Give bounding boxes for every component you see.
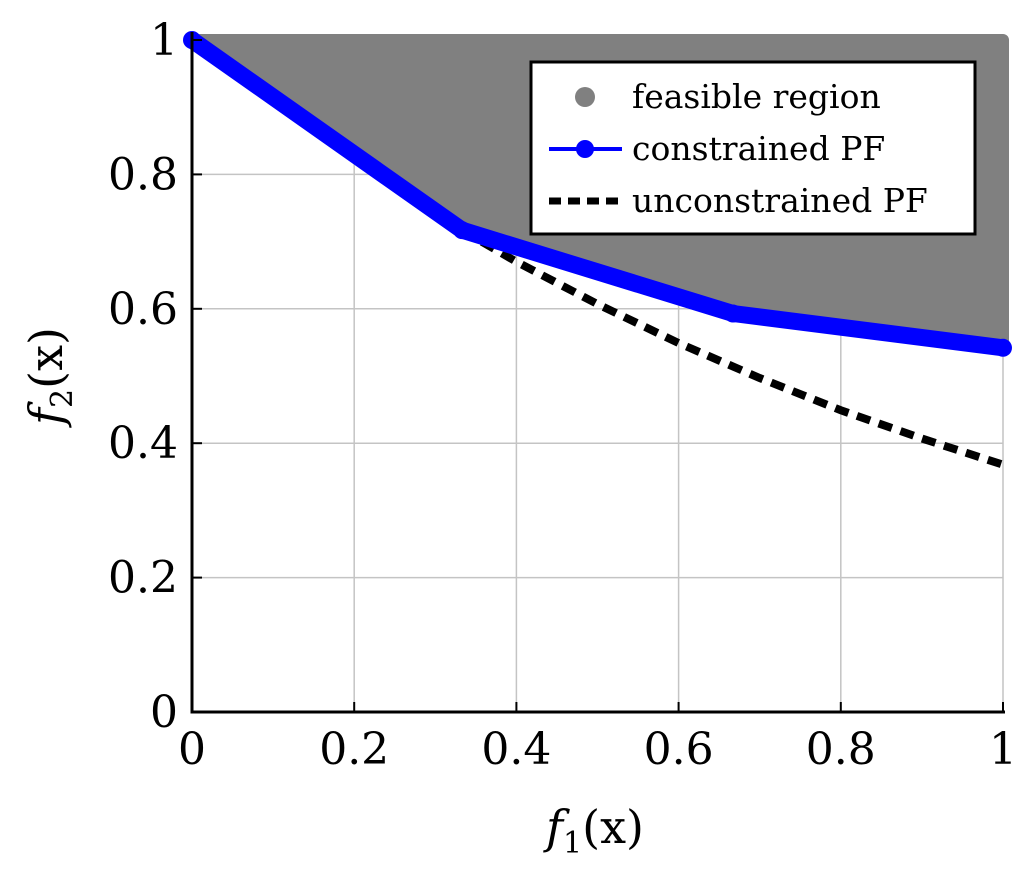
x-tick-label: 0.8 <box>806 724 876 775</box>
axes <box>190 32 1005 714</box>
y-tick-label: 0.2 <box>108 553 178 604</box>
x-tick-label: 0.4 <box>481 724 551 775</box>
y-tick-label: 1 <box>150 15 178 66</box>
tick-labels: 0 0.2 0.4 0.6 0.8 1 0 0.2 0.4 0.6 0.8 1 <box>108 15 1017 775</box>
legend-marker-feasible-region <box>575 87 595 107</box>
y-tick-label: 0 <box>150 687 178 738</box>
x-tick-label: 1 <box>989 724 1017 775</box>
legend: feasible region constrained PF unconstra… <box>529 60 977 236</box>
x-tick-label: 0 <box>178 724 206 775</box>
constrained-pf-line <box>183 31 1012 357</box>
y-tick-label: 0.6 <box>108 284 178 335</box>
x-tick-label: 0.2 <box>319 724 389 775</box>
y-tick-label: 0.4 <box>108 418 178 469</box>
x-tick-label: 0.6 <box>644 724 714 775</box>
series-layer <box>183 31 1012 469</box>
x-axis-label: f1(x) <box>543 800 644 861</box>
legend-label-feasible-region: feasible region <box>632 77 881 116</box>
unconstrained-pf-line <box>460 226 1005 469</box>
constrained-pf-point <box>453 221 472 240</box>
legend-label-constrained-pf: constrained PF <box>632 129 885 168</box>
y-tick-label: 0.8 <box>108 149 178 200</box>
legend-marker-constrained-pf <box>576 140 594 158</box>
y-axis-label: f2(x) <box>19 327 80 428</box>
constrained-pf-point <box>723 304 742 323</box>
constrained-pf-point <box>994 338 1012 357</box>
legend-label-unconstrained-pf: unconstrained PF <box>632 181 928 220</box>
